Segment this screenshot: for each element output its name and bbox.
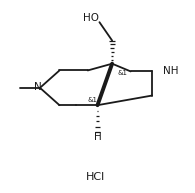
Text: &1: &1 (88, 97, 98, 103)
Text: NH: NH (163, 66, 178, 76)
Text: N: N (34, 82, 42, 92)
Text: &1: &1 (117, 70, 127, 76)
Text: HCl: HCl (86, 172, 105, 182)
Text: HO: HO (83, 13, 99, 23)
Text: H: H (94, 132, 101, 142)
